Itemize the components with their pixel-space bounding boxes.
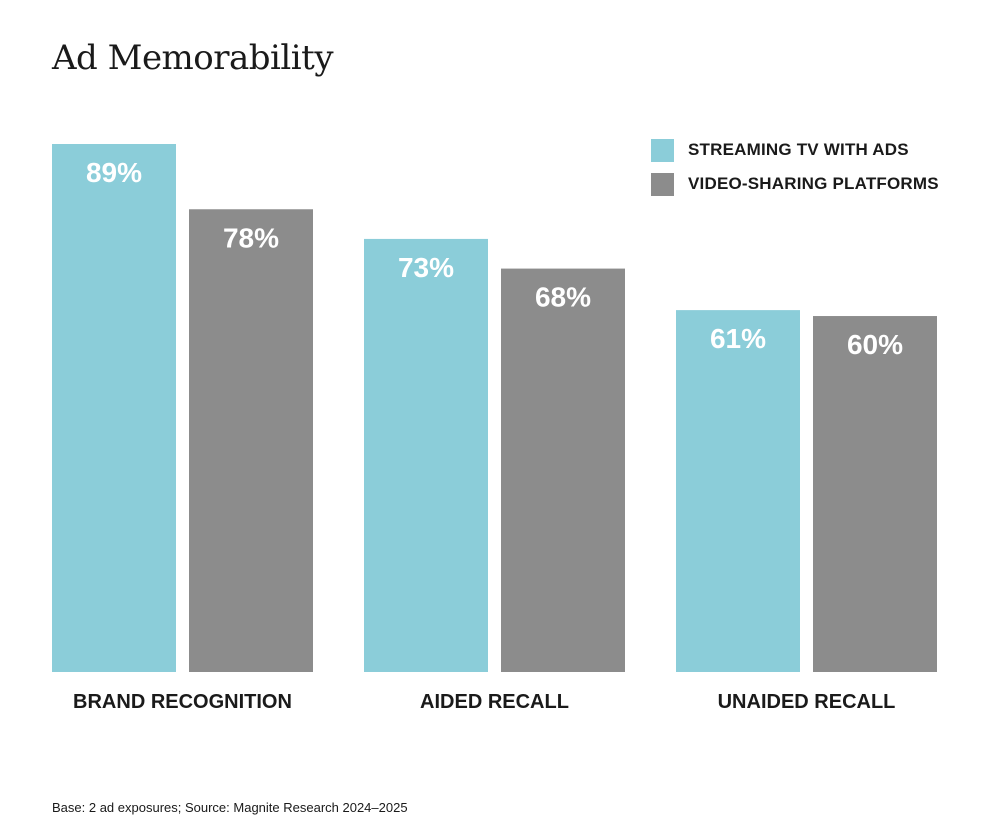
category-label-unaided-recall: UNAIDED RECALL bbox=[718, 691, 896, 713]
bar-chart: 89% 78% BRAND RECOGNITION 73% 68% AIDED RECAL… bbox=[52, 144, 937, 713]
category-label-brand-recognition: BRAND RECOGNITION bbox=[73, 691, 292, 713]
bar-unaided-recall-video-sharing-platforms bbox=[813, 316, 937, 672]
bar-value-label: 60% bbox=[847, 329, 903, 360]
source-note: Base: 2 ad exposures; Source: Magnite Re… bbox=[52, 800, 408, 815]
legend-label-video-sharing: VIDEO-SHARING PLATFORMS bbox=[688, 174, 939, 193]
bar-value-label: 89% bbox=[86, 157, 142, 188]
bar-unaided-recall-streaming-tv-with-ads bbox=[676, 310, 800, 672]
bar-aided-recall-streaming-tv-with-ads bbox=[364, 238, 488, 673]
legend-item-streaming-tv: STREAMING TV WITH ADS bbox=[651, 138, 939, 162]
bar-value-label: 61% bbox=[710, 323, 766, 354]
legend-item-video-sharing: VIDEO-SHARING PLATFORMS bbox=[651, 172, 939, 196]
bar-value-label: 78% bbox=[223, 222, 279, 253]
bar-value-label: 73% bbox=[398, 252, 454, 283]
chart-title: Ad Memorability bbox=[52, 38, 334, 78]
bar-brand-recognition-video-sharing-platforms bbox=[189, 209, 313, 672]
bar-value-label: 68% bbox=[535, 282, 591, 313]
bar-brand-recognition-streaming-tv-with-ads bbox=[52, 144, 176, 672]
bar-aided-recall-video-sharing-platforms bbox=[501, 268, 625, 672]
category-label-aided-recall: AIDED RECALL bbox=[420, 691, 569, 713]
legend-swatch-video-sharing bbox=[651, 172, 674, 196]
legend-swatch-streaming-tv bbox=[651, 138, 674, 162]
legend: STREAMING TV WITH ADS VIDEO-SHARING PLAT… bbox=[651, 138, 939, 206]
legend-label-streaming-tv: STREAMING TV WITH ADS bbox=[688, 140, 909, 159]
